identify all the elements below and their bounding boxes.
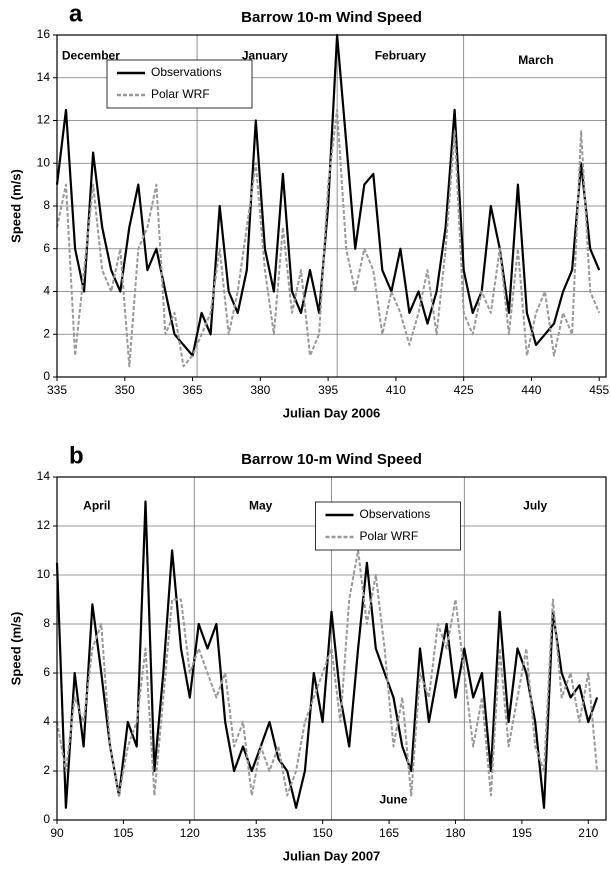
y-tick-label: 0	[43, 812, 50, 826]
data-line	[55, 500, 599, 809]
y-tick-label: 10	[37, 567, 51, 581]
panel-label: a	[69, 0, 83, 27]
x-tick-label: 165	[379, 826, 399, 840]
x-tick-label: 440	[521, 383, 541, 397]
chart-title: Barrow 10-m Wind Speed	[241, 9, 422, 26]
x-tick-label: 395	[318, 383, 338, 397]
month-label: February	[375, 49, 427, 63]
x-tick-label: 150	[313, 826, 333, 840]
y-tick-label: 14	[37, 70, 51, 84]
y-tick-label: 2	[43, 763, 50, 777]
x-tick-label: 180	[445, 826, 465, 840]
y-tick-label: 12	[37, 518, 51, 532]
legend-label: Polar WRF	[151, 87, 210, 101]
month-label: April	[83, 499, 110, 513]
y-tick-label: 4	[43, 714, 50, 728]
panel-label: b	[69, 442, 84, 469]
y-tick-label: 6	[43, 241, 50, 255]
x-tick-label: 350	[115, 383, 135, 397]
y-tick-label: 8	[43, 616, 50, 630]
legend-box	[106, 59, 253, 109]
y-tick-label: 2	[43, 326, 50, 340]
x-axis-label: Julian Day 2007	[283, 848, 381, 863]
y-tick-label: 6	[43, 665, 50, 679]
legend-label: Polar WRF	[360, 529, 419, 543]
x-tick-label: 455	[589, 383, 609, 397]
month-label: January	[242, 49, 288, 63]
month-label: July	[523, 499, 547, 513]
plot-frame	[56, 34, 607, 378]
y-tick-label: 0	[43, 369, 50, 383]
x-tick-label: 105	[113, 826, 133, 840]
x-tick-label: 365	[183, 383, 203, 397]
month-label: December	[62, 49, 120, 63]
legend-label: Observations	[360, 507, 431, 521]
chart-title: Barrow 10-m Wind Speed	[241, 451, 422, 468]
data-line	[56, 549, 599, 797]
x-tick-label: 425	[454, 383, 474, 397]
legend-box	[315, 501, 461, 551]
x-tick-label: 135	[246, 826, 266, 840]
x-tick-label: 90	[50, 826, 64, 840]
plot-frame	[56, 476, 607, 821]
y-tick-label: 12	[37, 113, 51, 127]
x-axis-label: Julian Day 2006	[283, 405, 381, 420]
x-tick-label: 335	[47, 383, 67, 397]
x-tick-label: 210	[578, 826, 598, 840]
x-tick-label: 380	[250, 383, 270, 397]
x-tick-label: 195	[512, 826, 532, 840]
month-label: June	[379, 793, 407, 807]
y-tick-label: 8	[43, 198, 50, 212]
data-line	[55, 33, 601, 357]
x-tick-label: 120	[180, 826, 200, 840]
y-axis-label: Speed (m/s)	[8, 169, 23, 243]
y-tick-label: 14	[37, 469, 51, 483]
y-tick-label: 16	[37, 27, 51, 41]
legend-label: Observations	[151, 65, 222, 79]
y-tick-label: 10	[37, 155, 51, 169]
y-tick-label: 4	[43, 284, 50, 298]
y-axis-label: Speed (m/s)	[8, 612, 23, 686]
month-label: March	[518, 53, 553, 67]
month-label: May	[249, 499, 273, 513]
x-tick-label: 410	[386, 383, 406, 397]
data-line	[56, 108, 601, 368]
